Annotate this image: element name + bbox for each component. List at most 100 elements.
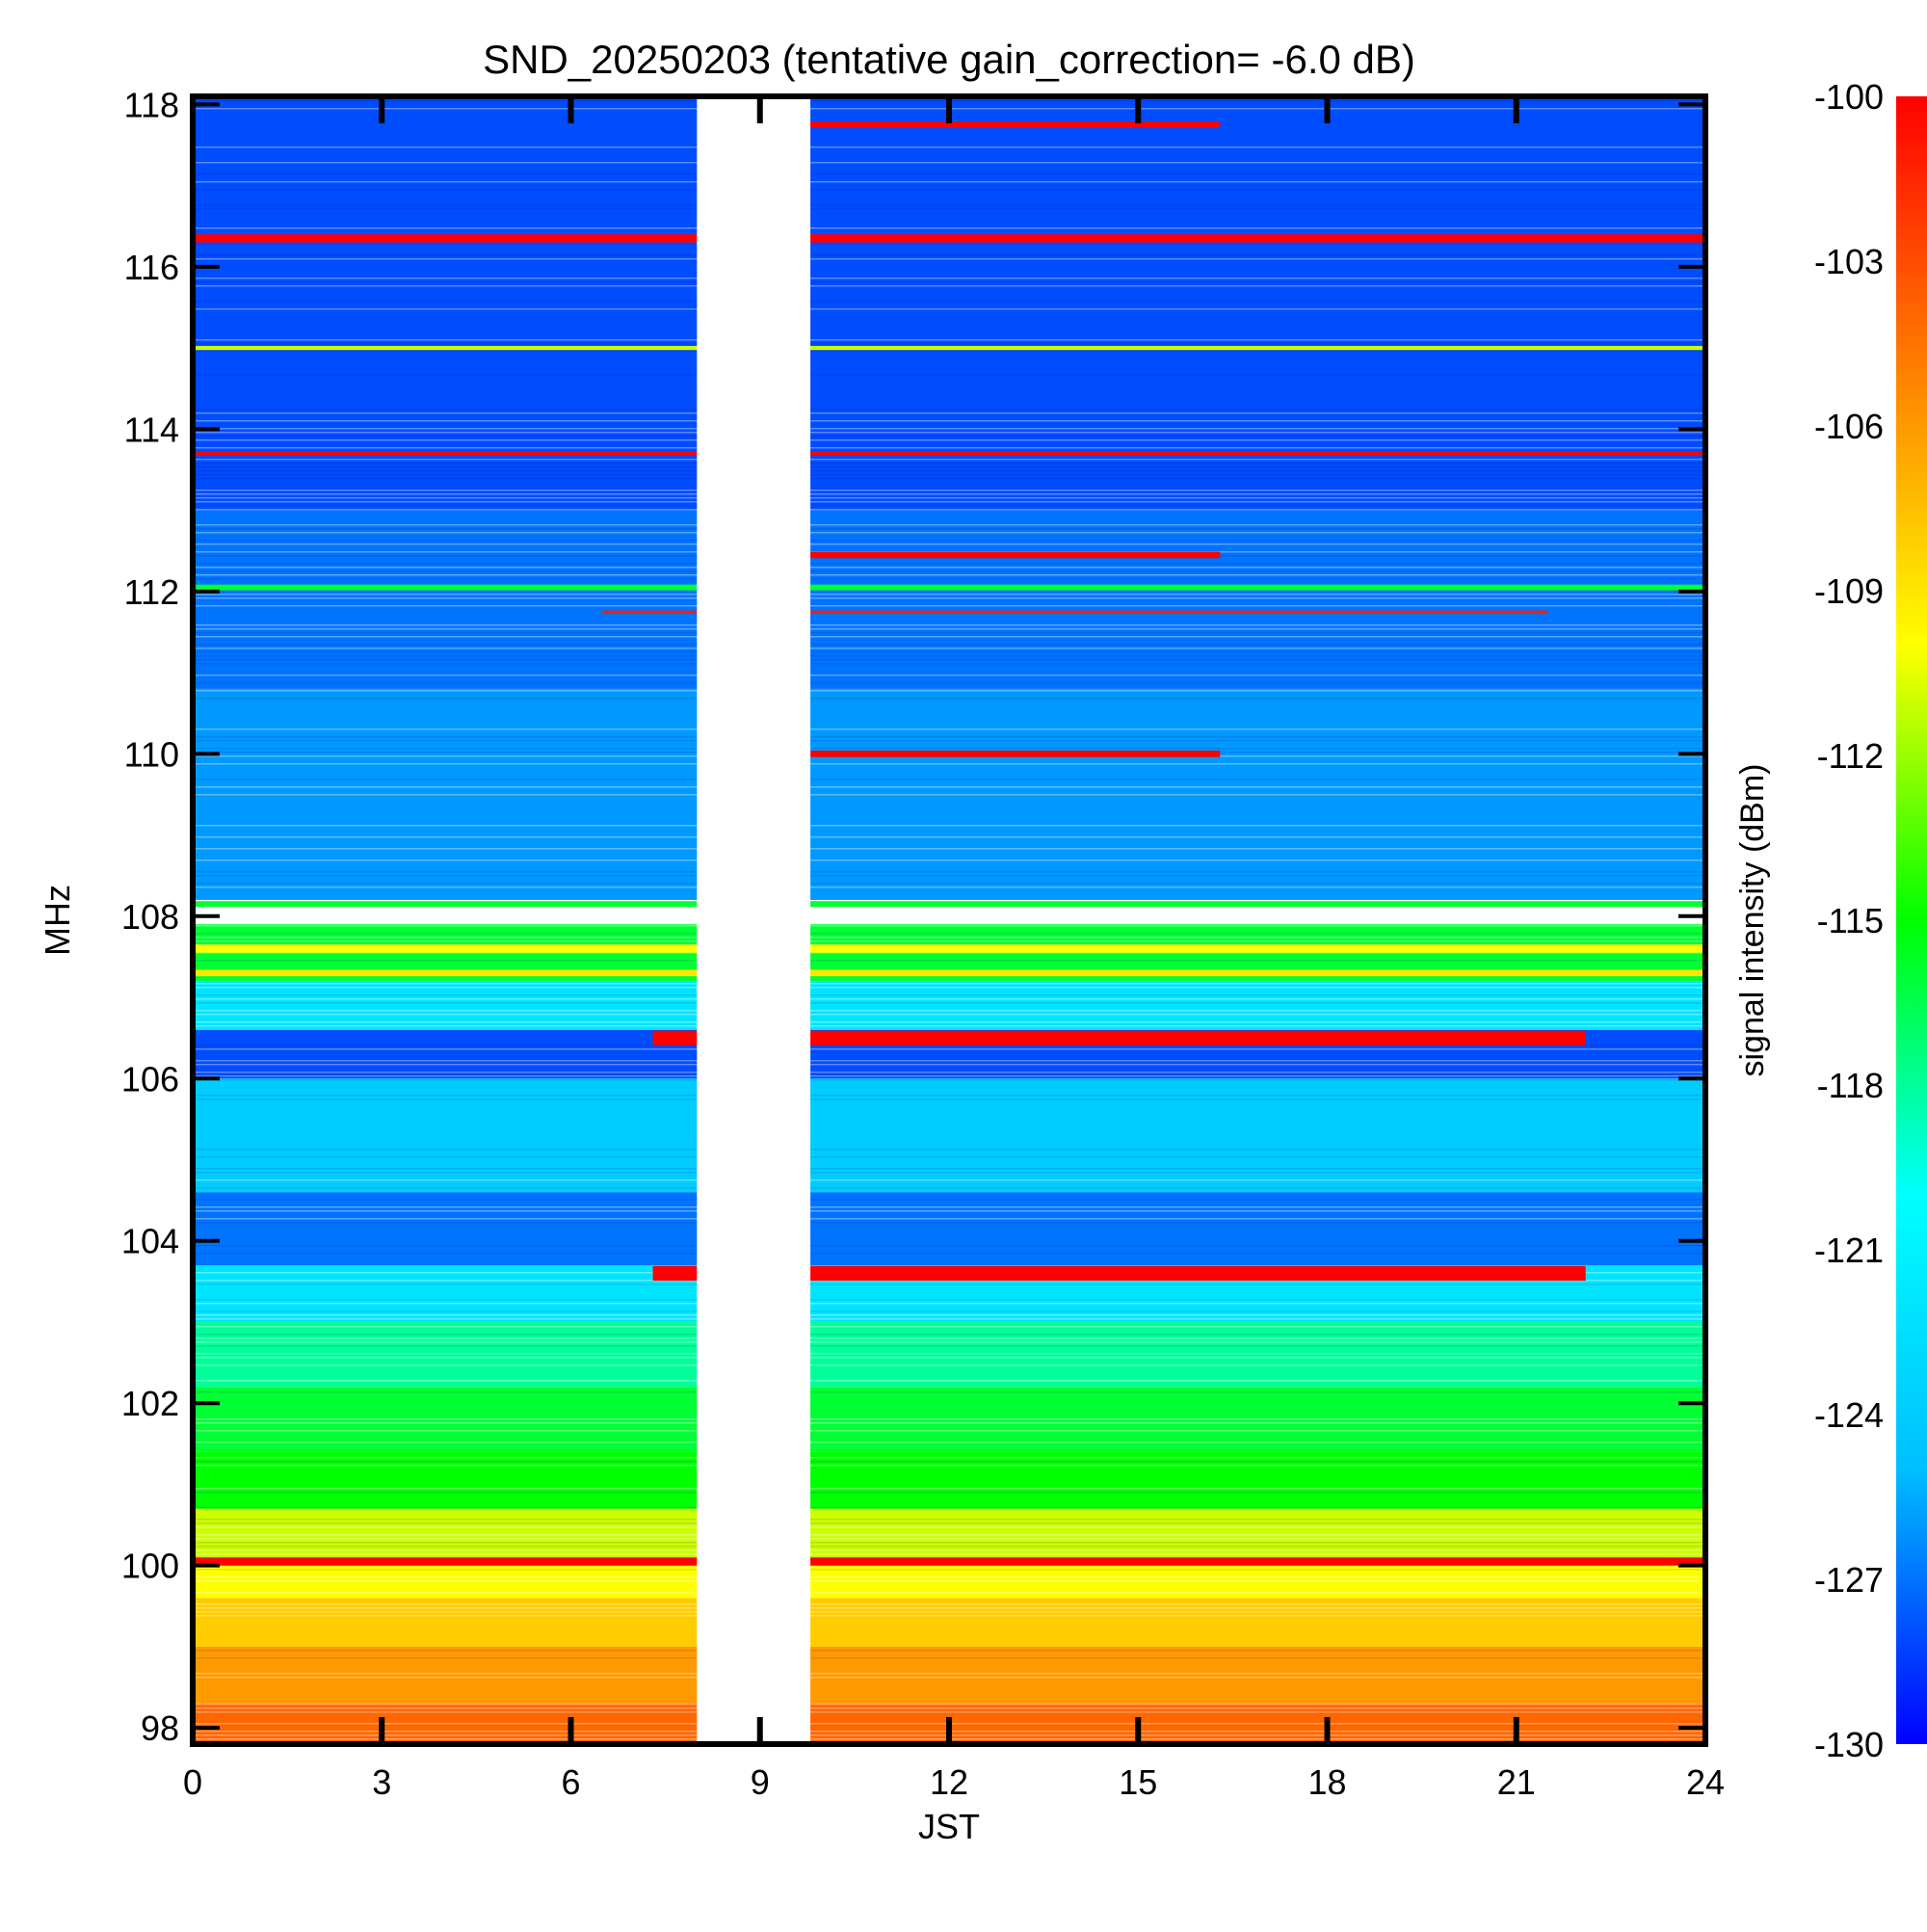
texture-stripe <box>193 570 1705 572</box>
x-tick-label: 21 <box>1497 1762 1536 1802</box>
texture-stripe <box>193 412 1705 414</box>
texture-stripe <box>193 779 1705 781</box>
texture-stripe <box>193 1522 1705 1524</box>
texture-stripe <box>193 682 1705 684</box>
texture-stripe <box>193 1580 1705 1582</box>
texture-stripe <box>193 1488 1705 1490</box>
texture-stripe <box>193 628 1705 630</box>
x-tick-label: 18 <box>1307 1762 1346 1802</box>
texture-stripe <box>193 1187 1705 1189</box>
texture-stripe <box>193 478 1705 480</box>
band-7 <box>193 1321 1705 1388</box>
texture-stripe <box>193 432 1705 434</box>
y-tick-label: 98 <box>141 1708 179 1748</box>
texture-stripe <box>193 952 1705 954</box>
frequency-bands <box>193 96 1705 1744</box>
colorbar-tick-label: -115 <box>1817 901 1884 940</box>
texture-stripe <box>193 1341 1705 1343</box>
texture-stripe <box>193 917 1705 919</box>
texture-stripe <box>193 940 1705 942</box>
texture-stripe <box>193 339 1705 341</box>
x-tick-label: 9 <box>751 1762 770 1802</box>
band-12 <box>193 981 1705 1030</box>
texture-stripe <box>193 1576 1705 1578</box>
texture-stripe <box>193 1569 1705 1571</box>
texture-stripe <box>193 763 1705 765</box>
texture-stripe <box>193 208 1705 210</box>
texture-stripe <box>193 925 1705 927</box>
texture-stripe <box>193 910 1705 912</box>
x-tick-label: 15 <box>1119 1762 1157 1802</box>
x-tick-label: 12 <box>930 1762 968 1802</box>
data-gap <box>697 96 811 1744</box>
colorbar-tick-label: -127 <box>1814 1560 1884 1600</box>
texture-stripe <box>193 651 1705 653</box>
texture-stripe <box>193 1095 1705 1097</box>
texture-stripe <box>193 1299 1705 1301</box>
texture-stripe <box>193 243 1705 245</box>
texture-stripe <box>193 605 1705 607</box>
band-1 <box>193 1646 1705 1704</box>
y-tick-label: 100 <box>121 1547 179 1586</box>
y-tick-label: 112 <box>124 572 179 612</box>
texture-stripe <box>193 1014 1705 1016</box>
texture-stripe <box>193 675 1705 676</box>
signal-line-6 <box>810 750 1221 757</box>
y-tick-label: 118 <box>124 85 179 124</box>
texture-stripe <box>193 258 1705 260</box>
texture-stripe <box>193 1334 1705 1336</box>
texture-stripe <box>193 1048 1705 1050</box>
texture-stripe <box>193 497 1705 499</box>
texture-stripe <box>193 883 1705 885</box>
colorbar-label: signal intensity (dBm) <box>1734 763 1771 1076</box>
texture-stripe <box>193 875 1705 877</box>
texture-stripe <box>193 1172 1705 1174</box>
texture-stripe <box>193 636 1705 638</box>
texture-stripe <box>193 1149 1705 1151</box>
signal-line-11 <box>193 346 1705 351</box>
texture-stripe <box>193 540 1705 542</box>
texture-stripe <box>193 1245 1705 1247</box>
texture-stripe <box>193 1650 1705 1652</box>
signal-line-8 <box>193 584 1705 591</box>
texture-stripe <box>193 663 1705 665</box>
texture-stripe <box>193 493 1705 495</box>
texture-stripe <box>193 933 1705 935</box>
texture-stripe <box>193 736 1705 738</box>
texture-stripe <box>193 1364 1705 1366</box>
texture-stripe <box>193 1345 1705 1347</box>
texture-stripe <box>193 343 1705 345</box>
band-10 <box>193 1078 1705 1193</box>
texture-stripe <box>193 574 1705 576</box>
x-tick-label: 24 <box>1686 1762 1725 1802</box>
texture-stripe <box>193 374 1705 376</box>
texture-stripe <box>193 1206 1705 1208</box>
band-14 <box>193 688 1705 900</box>
texture-stripe <box>193 1314 1705 1316</box>
texture-stripe <box>193 1357 1705 1359</box>
texture-stripe <box>193 173 1705 175</box>
texture-stripe <box>193 659 1705 661</box>
signal-line-0 <box>193 1557 1705 1566</box>
texture-stripe <box>193 567 1705 569</box>
texture-stripe <box>193 1337 1705 1339</box>
texture-stripe <box>193 1607 1705 1609</box>
texture-stripe <box>193 1707 1705 1709</box>
texture-stripe <box>193 528 1705 530</box>
texture-stripe <box>193 921 1705 923</box>
y-tick-label: 116 <box>124 248 179 287</box>
texture-stripe <box>193 1075 1705 1077</box>
colorbar-tick-label: -124 <box>1814 1395 1884 1435</box>
texture-stripe <box>193 1210 1705 1212</box>
texture-stripe <box>193 463 1705 464</box>
signal-line-5 <box>193 901 1705 908</box>
texture-stripe <box>193 848 1705 850</box>
texture-stripe <box>193 428 1705 430</box>
texture-stripe <box>193 501 1705 503</box>
texture-stripe <box>193 655 1705 657</box>
texture-stripe <box>193 648 1705 649</box>
texture-stripe <box>193 825 1705 827</box>
texture-stripe <box>193 690 1705 692</box>
y-axis-label: MHz <box>38 885 77 956</box>
